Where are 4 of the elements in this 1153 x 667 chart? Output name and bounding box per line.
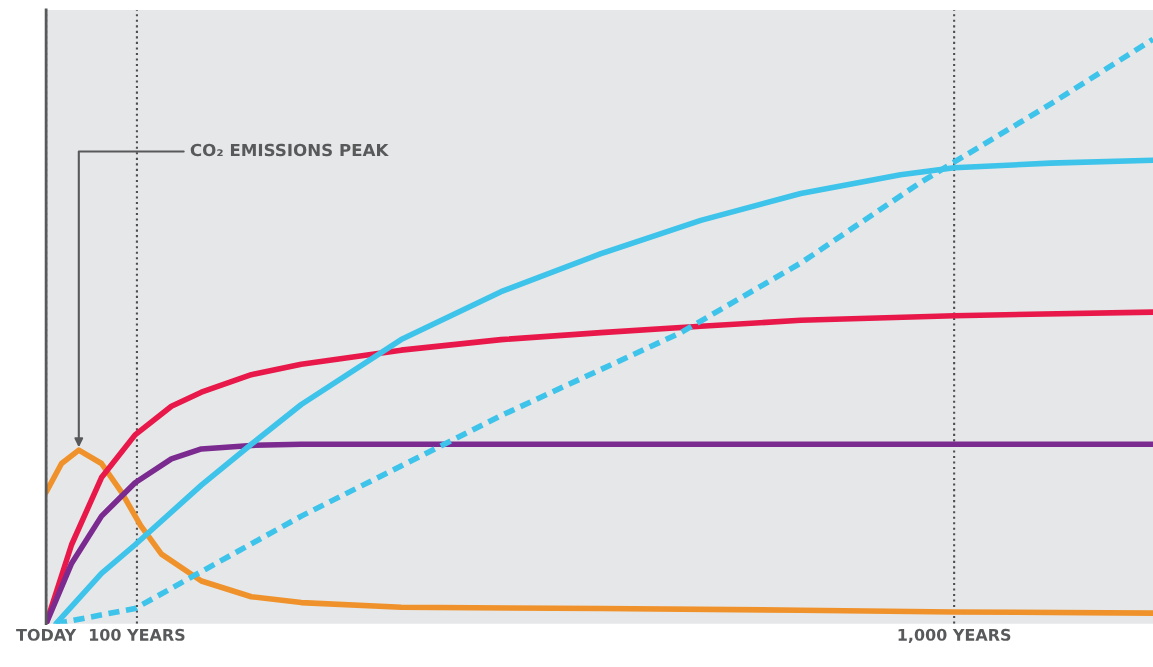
- x-tick-label: TODAY: [16, 628, 77, 641]
- x-tick-label: 100 YEARS: [89, 628, 185, 641]
- x-tick-label: 1,000 YEARS: [898, 628, 1011, 643]
- annotation: CO₂ EMISSIONS PEAK: [190, 143, 389, 157]
